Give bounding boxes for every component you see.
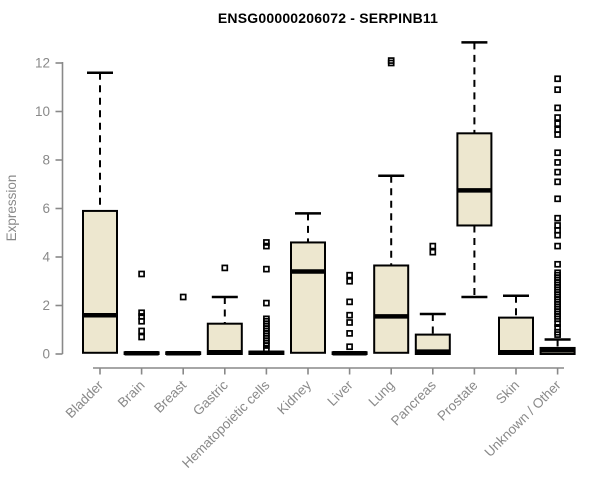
box-group-brain [123,270,160,356]
outlier-point [138,317,145,325]
x-category-label-liver: Liver [324,377,356,409]
x-category-label-bladder: Bladder [63,377,107,421]
outlier-point [554,120,561,127]
y-tick-label: 8 [42,153,50,168]
outlier-point [346,330,353,337]
iqr-box [456,132,493,227]
iqr-box [373,264,410,354]
outlier-point [387,57,395,64]
outlier-point [346,298,353,306]
outlier-point [263,299,270,307]
outlier-point [554,178,561,186]
box-group-hematopoietic-cells [248,239,285,356]
box-group-lung [373,57,410,354]
outlier-point [554,104,561,112]
box-group-prostate [456,41,493,299]
outlier-point [346,343,353,351]
iqr-box [82,209,118,354]
outlier-point [346,311,353,319]
outlier-point [554,214,561,222]
outlier-point [554,320,561,328]
box-group-unknown-other [539,75,576,355]
outlier-point [346,277,353,285]
x-category-label-prostate: Prostate [434,378,480,424]
box-group-breast [165,293,202,356]
outlier-point [138,309,145,317]
iqr-box [290,241,326,354]
x-category-label-unknown-other: Unknown / Other [481,377,564,460]
outlier-point [554,86,561,94]
outlier-point [429,248,437,256]
outlier-point [138,333,145,341]
x-category-label-skin: Skin [493,378,522,407]
outlier-point [554,260,561,268]
outlier-point [263,239,270,246]
outlier-point [554,195,561,203]
x-category-label-pancreas: Pancreas [388,377,439,428]
outlier-point [554,331,561,338]
y-tick-label: 2 [42,298,50,313]
outlier-point [554,168,561,176]
box-group-kidney [290,212,326,354]
outlier-point [554,242,561,250]
outlier-point [138,327,145,335]
outlier-point [554,75,561,83]
chart-title: ENSG00000206072 - SERPINB11 [217,10,439,26]
x-category-label-gastric: Gastric [190,377,231,418]
box-group-gastric [206,264,243,355]
y-tick-label: 6 [42,201,50,216]
outlier-point [554,231,561,239]
outlier-point [263,342,270,349]
outlier-point [554,114,561,121]
outlier-point [429,242,437,250]
outlier-point [554,131,561,138]
y-tick-label: 10 [35,104,50,119]
outlier-point [138,270,145,278]
y-tick-label: 12 [35,56,50,71]
iqr-box [414,333,451,356]
y-axis-label: Expression [4,175,19,242]
box-group-skin [498,294,534,355]
y-axis: 0 2 4 6 8 10 12 [35,56,64,362]
box-group-bladder [82,71,118,354]
y-tick-label: 4 [42,250,50,265]
y-tick-label: 0 [42,347,50,362]
x-category-label-kidney: Kidney [274,377,314,417]
outlier-point [263,242,270,250]
box-group-pancreas [414,242,451,356]
outlier-point [554,159,561,166]
outlier-point [263,345,270,353]
iqr-box [498,316,534,355]
box-group-liver [331,271,368,356]
x-category-label-lung: Lung [365,378,397,410]
outlier-point [263,265,270,273]
x-category-label-breast: Breast [151,377,189,415]
outlier-point [346,271,353,279]
x-category-label-brain: Brain [115,378,148,411]
outlier-point [221,264,229,272]
iqr-box [206,322,243,355]
outlier-point [346,319,353,326]
outlier-point [554,149,561,157]
outlier-point [179,293,187,301]
